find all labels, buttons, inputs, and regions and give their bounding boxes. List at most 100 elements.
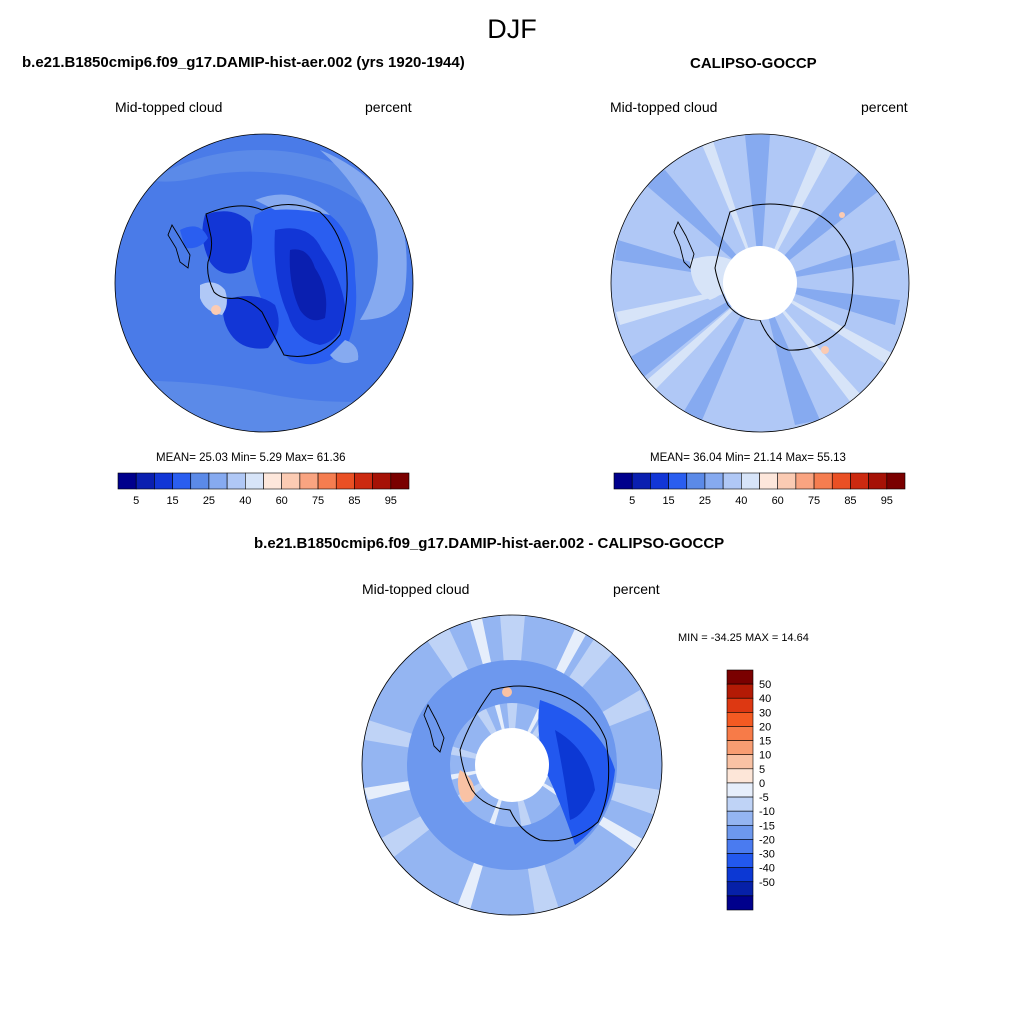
model-units-label: percent	[365, 99, 412, 115]
diff-colorbar-swatch	[726, 782, 754, 798]
diff-colorbar-swatch	[726, 697, 754, 713]
diff-colorbar-tick-label: 5	[759, 764, 765, 776]
obs-colorbar-swatch	[650, 472, 669, 490]
model-colorbar-swatch	[299, 472, 319, 490]
model-colorbar-swatch	[117, 472, 137, 490]
diff-panel-title: b.e21.B1850cmip6.f09_g17.DAMIP-hist-aer.…	[254, 535, 725, 552]
obs-colorbar-swatch	[868, 472, 888, 490]
season-title: DJF	[487, 14, 537, 44]
model-colorbar-swatch	[390, 472, 410, 490]
obs-panel-title: CALIPSO-GOCCP	[690, 55, 817, 72]
diff-colorbar-swatch	[726, 810, 754, 826]
diff-map	[361, 614, 663, 916]
diff-colorbar-swatch	[726, 824, 754, 840]
model-colorbar-swatch	[263, 472, 282, 490]
diff-colorbar-swatch	[726, 853, 754, 868]
obs-colorbar-swatch	[831, 472, 851, 490]
model-colorbar-swatch	[172, 472, 192, 490]
diff-colorbar-tick-label: 15	[759, 736, 771, 748]
obs-colorbar-tick-label: 5	[629, 495, 635, 507]
diff-colorbar-tick-label: 30	[759, 707, 771, 719]
obs-colorbar-swatch	[722, 472, 742, 490]
diff-colorbar-swatch	[726, 839, 754, 854]
model-colorbar-tick-label: 40	[239, 495, 251, 507]
obs-colorbar-swatch	[850, 472, 869, 490]
model-colorbar: 5 15 25 40 60 75 85 95	[117, 472, 410, 507]
diff-colorbar-swatch	[726, 867, 754, 883]
obs-stats: MEAN= 36.04 Min= 21.14 Max= 55.13	[650, 452, 846, 464]
diff-colorbar-swatch	[726, 796, 754, 812]
model-colorbar-swatch	[135, 472, 155, 490]
obs-colorbar-tick-label: 85	[844, 495, 856, 507]
obs-units-label: percent	[861, 99, 908, 115]
obs-variable-label: Mid-topped cloud	[610, 99, 718, 115]
diff-units-label: percent	[613, 581, 660, 597]
diff-colorbar-swatch	[726, 895, 754, 911]
diff-colorbar-swatch	[726, 740, 754, 756]
diff-colorbar-swatch	[726, 669, 754, 685]
model-colorbar-swatch	[208, 472, 228, 490]
diff-colorbar-swatch	[726, 768, 754, 784]
model-panel-title: b.e21.B1850cmip6.f09_g17.DAMIP-hist-aer.…	[22, 54, 465, 71]
diff-variable-label: Mid-topped cloud	[362, 581, 470, 597]
diff-colorbar-tick-label: -50	[759, 877, 775, 889]
obs-colorbar: 5 15 25 40 60 75 85 95	[613, 472, 906, 507]
diff-colorbar-tick-label: -30	[759, 849, 775, 861]
diff-colorbar-tick-label: 50	[759, 679, 771, 691]
model-colorbar-swatch	[281, 472, 301, 490]
diff-colorbar-tick-label: -5	[759, 792, 769, 804]
diff-colorbar-swatch	[726, 754, 754, 770]
diff-colorbar-tick-label: -20	[759, 834, 775, 846]
model-colorbar-swatch	[354, 472, 373, 490]
model-colorbar-swatch	[372, 472, 392, 490]
obs-colorbar-tick-label: 75	[808, 495, 820, 507]
obs-colorbar-tick-label: 40	[735, 495, 747, 507]
model-colorbar-swatch	[317, 472, 337, 490]
model-colorbar-tick-label: 85	[348, 495, 360, 507]
diff-colorbar-tick-label: -10	[759, 806, 775, 818]
obs-colorbar-tick-label: 25	[699, 495, 711, 507]
model-colorbar-tick-label: 60	[276, 495, 288, 507]
diff-colorbar-tick-label: 0	[759, 778, 765, 790]
model-colorbar-swatch	[190, 472, 210, 490]
diff-colorbar-tick-label: 20	[759, 721, 771, 733]
diff-colorbar-swatch	[726, 712, 754, 727]
model-colorbar-tick-label: 15	[166, 495, 178, 507]
model-colorbar-tick-label: 75	[312, 495, 324, 507]
obs-colorbar-swatch	[777, 472, 797, 490]
model-colorbar-swatch	[245, 472, 264, 490]
obs-map	[610, 133, 910, 433]
model-colorbar-swatch	[226, 472, 246, 490]
obs-colorbar-tick-label: 60	[772, 495, 784, 507]
obs-colorbar-swatch	[759, 472, 778, 490]
model-colorbar-tick-label: 95	[385, 495, 397, 507]
diff-colorbar-tick-label: -15	[759, 820, 775, 832]
obs-colorbar-swatch	[886, 472, 906, 490]
obs-colorbar-swatch	[668, 472, 688, 490]
diff-colorbar-tick-label: 10	[759, 750, 771, 762]
diff-colorbar-tick-label: 40	[759, 693, 771, 705]
obs-colorbar-swatch	[704, 472, 724, 490]
obs-colorbar-swatch	[795, 472, 815, 490]
model-map	[114, 133, 414, 433]
obs-colorbar-swatch	[741, 472, 760, 490]
diff-colorbar-tick-label: -40	[759, 863, 775, 875]
model-colorbar-tick-label: 5	[133, 495, 139, 507]
obs-colorbar-swatch	[631, 472, 651, 490]
obs-colorbar-tick-label: 15	[662, 495, 674, 507]
obs-colorbar-swatch	[686, 472, 706, 490]
obs-colorbar-tick-label: 95	[881, 495, 893, 507]
diff-colorbar-swatch	[726, 726, 754, 741]
model-colorbar-tick-label: 25	[203, 495, 215, 507]
diff-colorbar-swatch	[726, 683, 754, 699]
obs-colorbar-swatch	[613, 472, 633, 490]
model-variable-label: Mid-topped cloud	[115, 99, 223, 115]
model-stats: MEAN= 25.03 Min= 5.29 Max= 61.36	[156, 452, 346, 464]
model-colorbar-swatch	[335, 472, 355, 490]
diff-minmax: MIN = -34.25 MAX = 14.64	[678, 632, 809, 644]
model-colorbar-swatch	[154, 472, 173, 490]
obs-colorbar-swatch	[813, 472, 833, 490]
diff-colorbar-swatch	[726, 881, 754, 897]
